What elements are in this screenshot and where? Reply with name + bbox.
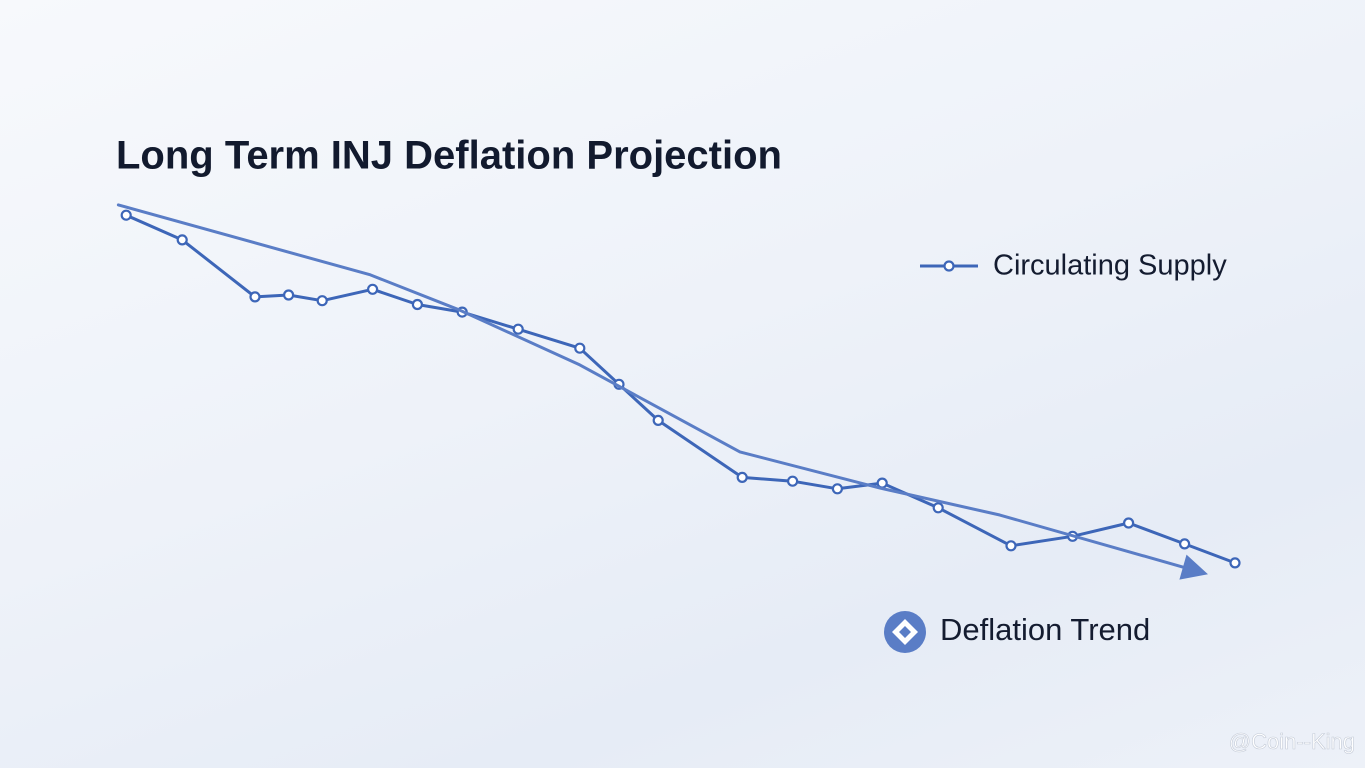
point-marker <box>1005 540 1017 552</box>
trend-arrow <box>1179 554 1208 580</box>
point-marker <box>1229 557 1241 569</box>
watermark: @Coin--King <box>1229 729 1355 754</box>
point-marker <box>367 283 379 295</box>
point-marker <box>574 342 586 354</box>
point-marker <box>316 295 328 307</box>
chart-title: Long Term INJ Deflation Projection <box>116 134 782 178</box>
legend-swatch <box>943 260 955 272</box>
point-marker <box>932 502 944 514</box>
legend-label: Deflation Trend <box>940 612 1150 647</box>
series-line <box>124 213 1237 565</box>
series-line <box>116 203 1202 574</box>
point-marker <box>411 298 423 311</box>
point-marker <box>1122 517 1135 529</box>
point-marker <box>786 475 799 487</box>
point-marker <box>876 477 888 489</box>
point-marker <box>831 483 844 495</box>
point-marker <box>1178 538 1191 550</box>
legend-label: Circulating Supply <box>993 250 1227 282</box>
point-marker <box>736 471 748 483</box>
point-marker <box>512 323 524 335</box>
point-marker <box>652 414 664 426</box>
point-marker <box>283 289 295 301</box>
point-marker <box>120 209 132 221</box>
legend-icon <box>884 611 926 653</box>
point-marker <box>176 234 188 246</box>
point-marker <box>249 291 261 303</box>
legend-icon-glyph <box>892 619 918 645</box>
